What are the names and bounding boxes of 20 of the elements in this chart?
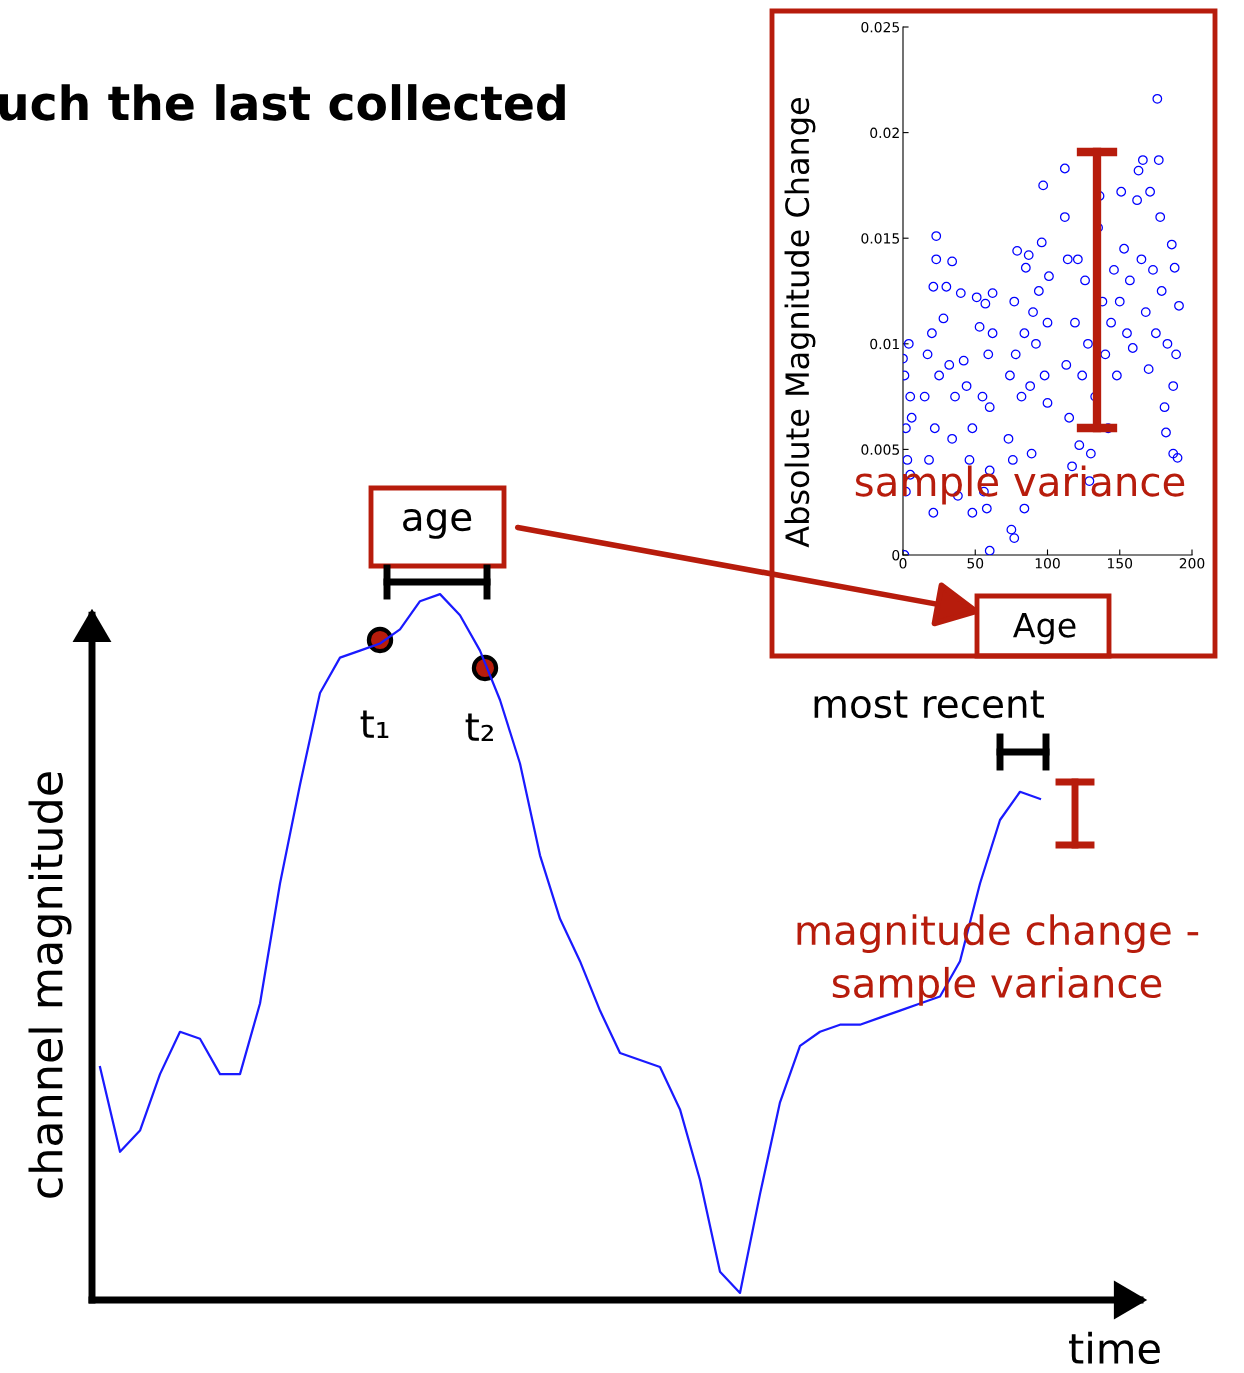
y-axis-title: Absolute Magnitude Change <box>784 97 816 548</box>
annotation: t₂ <box>465 713 493 741</box>
x-tick-label: 0 <box>899 558 907 569</box>
y-tick-label: 0.005 <box>861 444 900 455</box>
x-tick-label: 150 <box>1108 558 1133 569</box>
chart-title: uch the last collected <box>0 84 565 121</box>
annotation: most recent <box>814 690 1044 719</box>
x-tick-label: 200 <box>1179 558 1205 569</box>
x-axis-title: Age <box>1013 612 1076 645</box>
x-tick-label: 100 <box>1035 558 1060 569</box>
y-axis-title: channel magnitude <box>28 772 72 1198</box>
y-tick-label: 0.025 <box>861 21 900 33</box>
y-tick-label: 0.015 <box>861 233 900 244</box>
y-tick-label: 0 <box>892 549 900 561</box>
text: age <box>403 508 472 539</box>
y-tick-label: 0.01 <box>870 338 899 350</box>
annotation: t₁ <box>360 710 389 738</box>
x-tick-label: 50 <box>967 558 984 569</box>
y-tick-label: 0.02 <box>870 127 899 139</box>
x-axis-title: time <box>1069 1331 1160 1365</box>
